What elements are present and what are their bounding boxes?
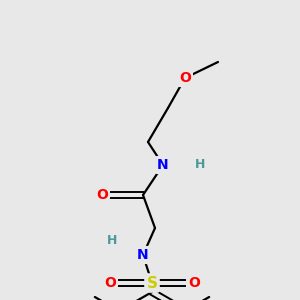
Text: N: N <box>157 158 169 172</box>
Text: H: H <box>107 233 117 247</box>
Text: H: H <box>195 158 205 172</box>
Text: O: O <box>104 276 116 290</box>
Text: O: O <box>179 71 191 85</box>
Text: N: N <box>137 248 149 262</box>
Text: O: O <box>188 276 200 290</box>
Text: S: S <box>146 275 158 290</box>
Text: O: O <box>96 188 108 202</box>
